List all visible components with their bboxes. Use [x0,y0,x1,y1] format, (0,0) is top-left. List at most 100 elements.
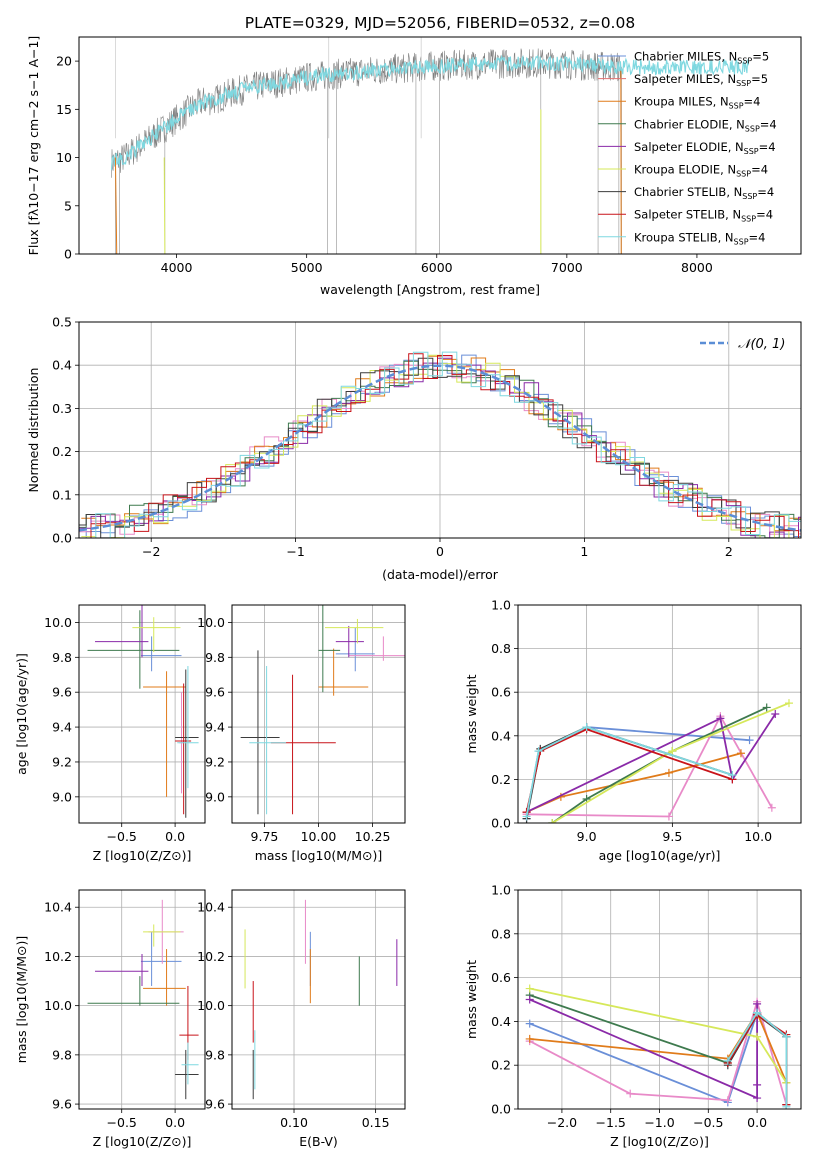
series-marker [753,1008,762,1017]
x-tick-label: 4000 [161,260,193,275]
x-axis-label: wavelength [Angstrom, rest frame] [320,282,540,297]
y-tick-label: 0.4 [491,1014,511,1029]
series-marker [525,1034,534,1043]
series-marker [782,1102,791,1109]
legend-subscript: SSP [734,237,749,246]
y-tick-label: 10.0 [44,998,72,1013]
y-tick-label: 20 [56,54,72,69]
y-tick-label: 0.4 [52,358,72,373]
y-axis-label: mass [log10(M/M⊙)] [14,936,29,1064]
plot-area [87,605,199,818]
x-tick-label: 9.0 [577,829,597,844]
series-marker [522,812,531,821]
y-tick-label: 9.0 [205,789,225,804]
histogram-salpeter-stelib [79,353,801,538]
model-spectrum-line [110,54,749,171]
series-marker [582,723,591,732]
x-axis-label: mass [log10(M/M⊙)] [255,848,383,863]
series-line [529,998,758,1100]
y-tick-label: 10.2 [197,949,225,964]
y-tick-label: 0.5 [52,315,72,330]
series-marker [753,1080,762,1089]
y-tick-label: 10.0 [197,998,225,1013]
x-tick-label: 0.10 [280,1115,308,1130]
axes-age_vs_mass: 9.75 10.00 10.25 9.0 9.2 9.4 9.6 9.8 10.0 mass [l… [197,604,406,863]
series-marker [784,699,793,708]
x-tick-label: 2 [725,544,733,559]
y-tick-label: 9.6 [205,685,225,700]
legend-value: =4 [757,185,774,199]
series-line [526,752,742,813]
legend-label: Kroupa MILES, NSSP=4 [634,95,760,111]
series-marker [525,995,534,1004]
series-marker [723,1056,732,1065]
series-marker [534,747,543,756]
y-tick-label: 10.4 [44,900,72,915]
x-tick-label: 0.0 [165,829,185,844]
series-marker [728,771,737,780]
x-tick-label: −1 [286,544,304,559]
legend-label: 𝒩(0, 1) [738,337,785,352]
y-tick-label: 0.2 [491,1058,511,1073]
legend-label: Salpeter STELIB, NSSP=4 [634,208,773,224]
x-tick-label: 0.0 [165,1115,185,1130]
plot-area [110,37,749,254]
histogram-chabrier-elodie [79,360,801,538]
histogram-kroupa-miles [81,355,801,532]
x-tick-label: 9.75 [251,829,279,844]
y-tick-label: 9.6 [52,1097,72,1112]
plot-area [87,899,199,1100]
axes-massweight_vs_age: 9.0 9.5 10.0 0.0 0.2 0.4 0.6 0.8 1.0 age [log10(a… [464,598,802,863]
legend-label: Salpeter ELODIE, NSSP=4 [634,140,776,156]
legend-subscript: SSP [736,79,751,88]
plot-area [79,351,801,538]
x-axis-label: Z [log10(Z/Z⊙)] [93,848,192,863]
axes-massweight_vs_Z: −2.0 −1.5 −1.0 −0.5 0.0 0.0 0.2 0.4 0.6 0.8 1.0 Z [… [464,883,802,1149]
x-axis-label: Z [log10(Z/Z⊙)] [610,1134,709,1149]
legend-subscript: SSP [745,124,760,133]
data-spectrum-line [111,48,622,178]
axes-spectrum: 4000 5000 6000 7000 8000 0 5 10 15 20 Chabrier MIL… [26,36,802,297]
y-tick-label: 10.0 [197,615,225,630]
y-tick-label: 10.0 [44,615,72,630]
legend-label: Salpeter MILES, NSSP=5 [634,72,768,88]
plot-area [522,699,793,823]
y-tick-label: 9.8 [52,650,72,665]
series-marker [736,749,745,758]
legend-value: =5 [751,72,768,86]
legend-subscript: SSP [741,215,756,224]
y-tick-label: 1.0 [491,883,511,898]
y-tick-label: 9.8 [205,650,225,665]
y-tick-label: 10 [56,150,72,165]
series-marker [548,819,557,823]
series-marker [716,714,725,723]
legend-value: =4 [744,95,761,109]
x-tick-label: −1.5 [596,1115,626,1130]
series-line [525,726,733,817]
y-tick-label: 0.1 [52,487,72,502]
y-tick-label: 0.6 [491,685,511,700]
gaussian-curve [79,364,801,532]
y-tick-label: 9.4 [205,720,225,735]
series-marker [753,1032,762,1041]
legend-value: =4 [749,230,766,244]
y-axis-label: Normed distribution [26,368,41,493]
y-tick-label: 9.8 [52,1047,72,1062]
series-line [529,1010,788,1084]
axes-age_vs_Z: −0.5 0.0 9.0 9.2 9.4 9.6 9.8 10.0 Z [log10(Z/Z⊙)… [14,604,206,863]
legend-subscript: SSP [744,147,759,156]
series-marker [664,768,673,777]
x-tick-label: −0.5 [107,829,137,844]
plot-area [525,984,791,1109]
series-marker [745,736,754,745]
x-tick-label: 0.15 [362,1115,390,1130]
axes-residuals: −2 −1 0 1 2 0.0 0.1 0.2 0.3 0.4 0.5 𝒩(0, 1) (data-mo… [26,315,802,582]
series-marker [664,812,673,821]
legend-label: Chabrier MILES, NSSP=5 [634,50,769,66]
series-line [551,706,768,823]
series-marker [762,703,771,712]
x-axis-label: E(B-V) [299,1134,338,1149]
axes-frame [78,36,802,255]
x-axis-label: (data-model)/error [382,567,499,582]
